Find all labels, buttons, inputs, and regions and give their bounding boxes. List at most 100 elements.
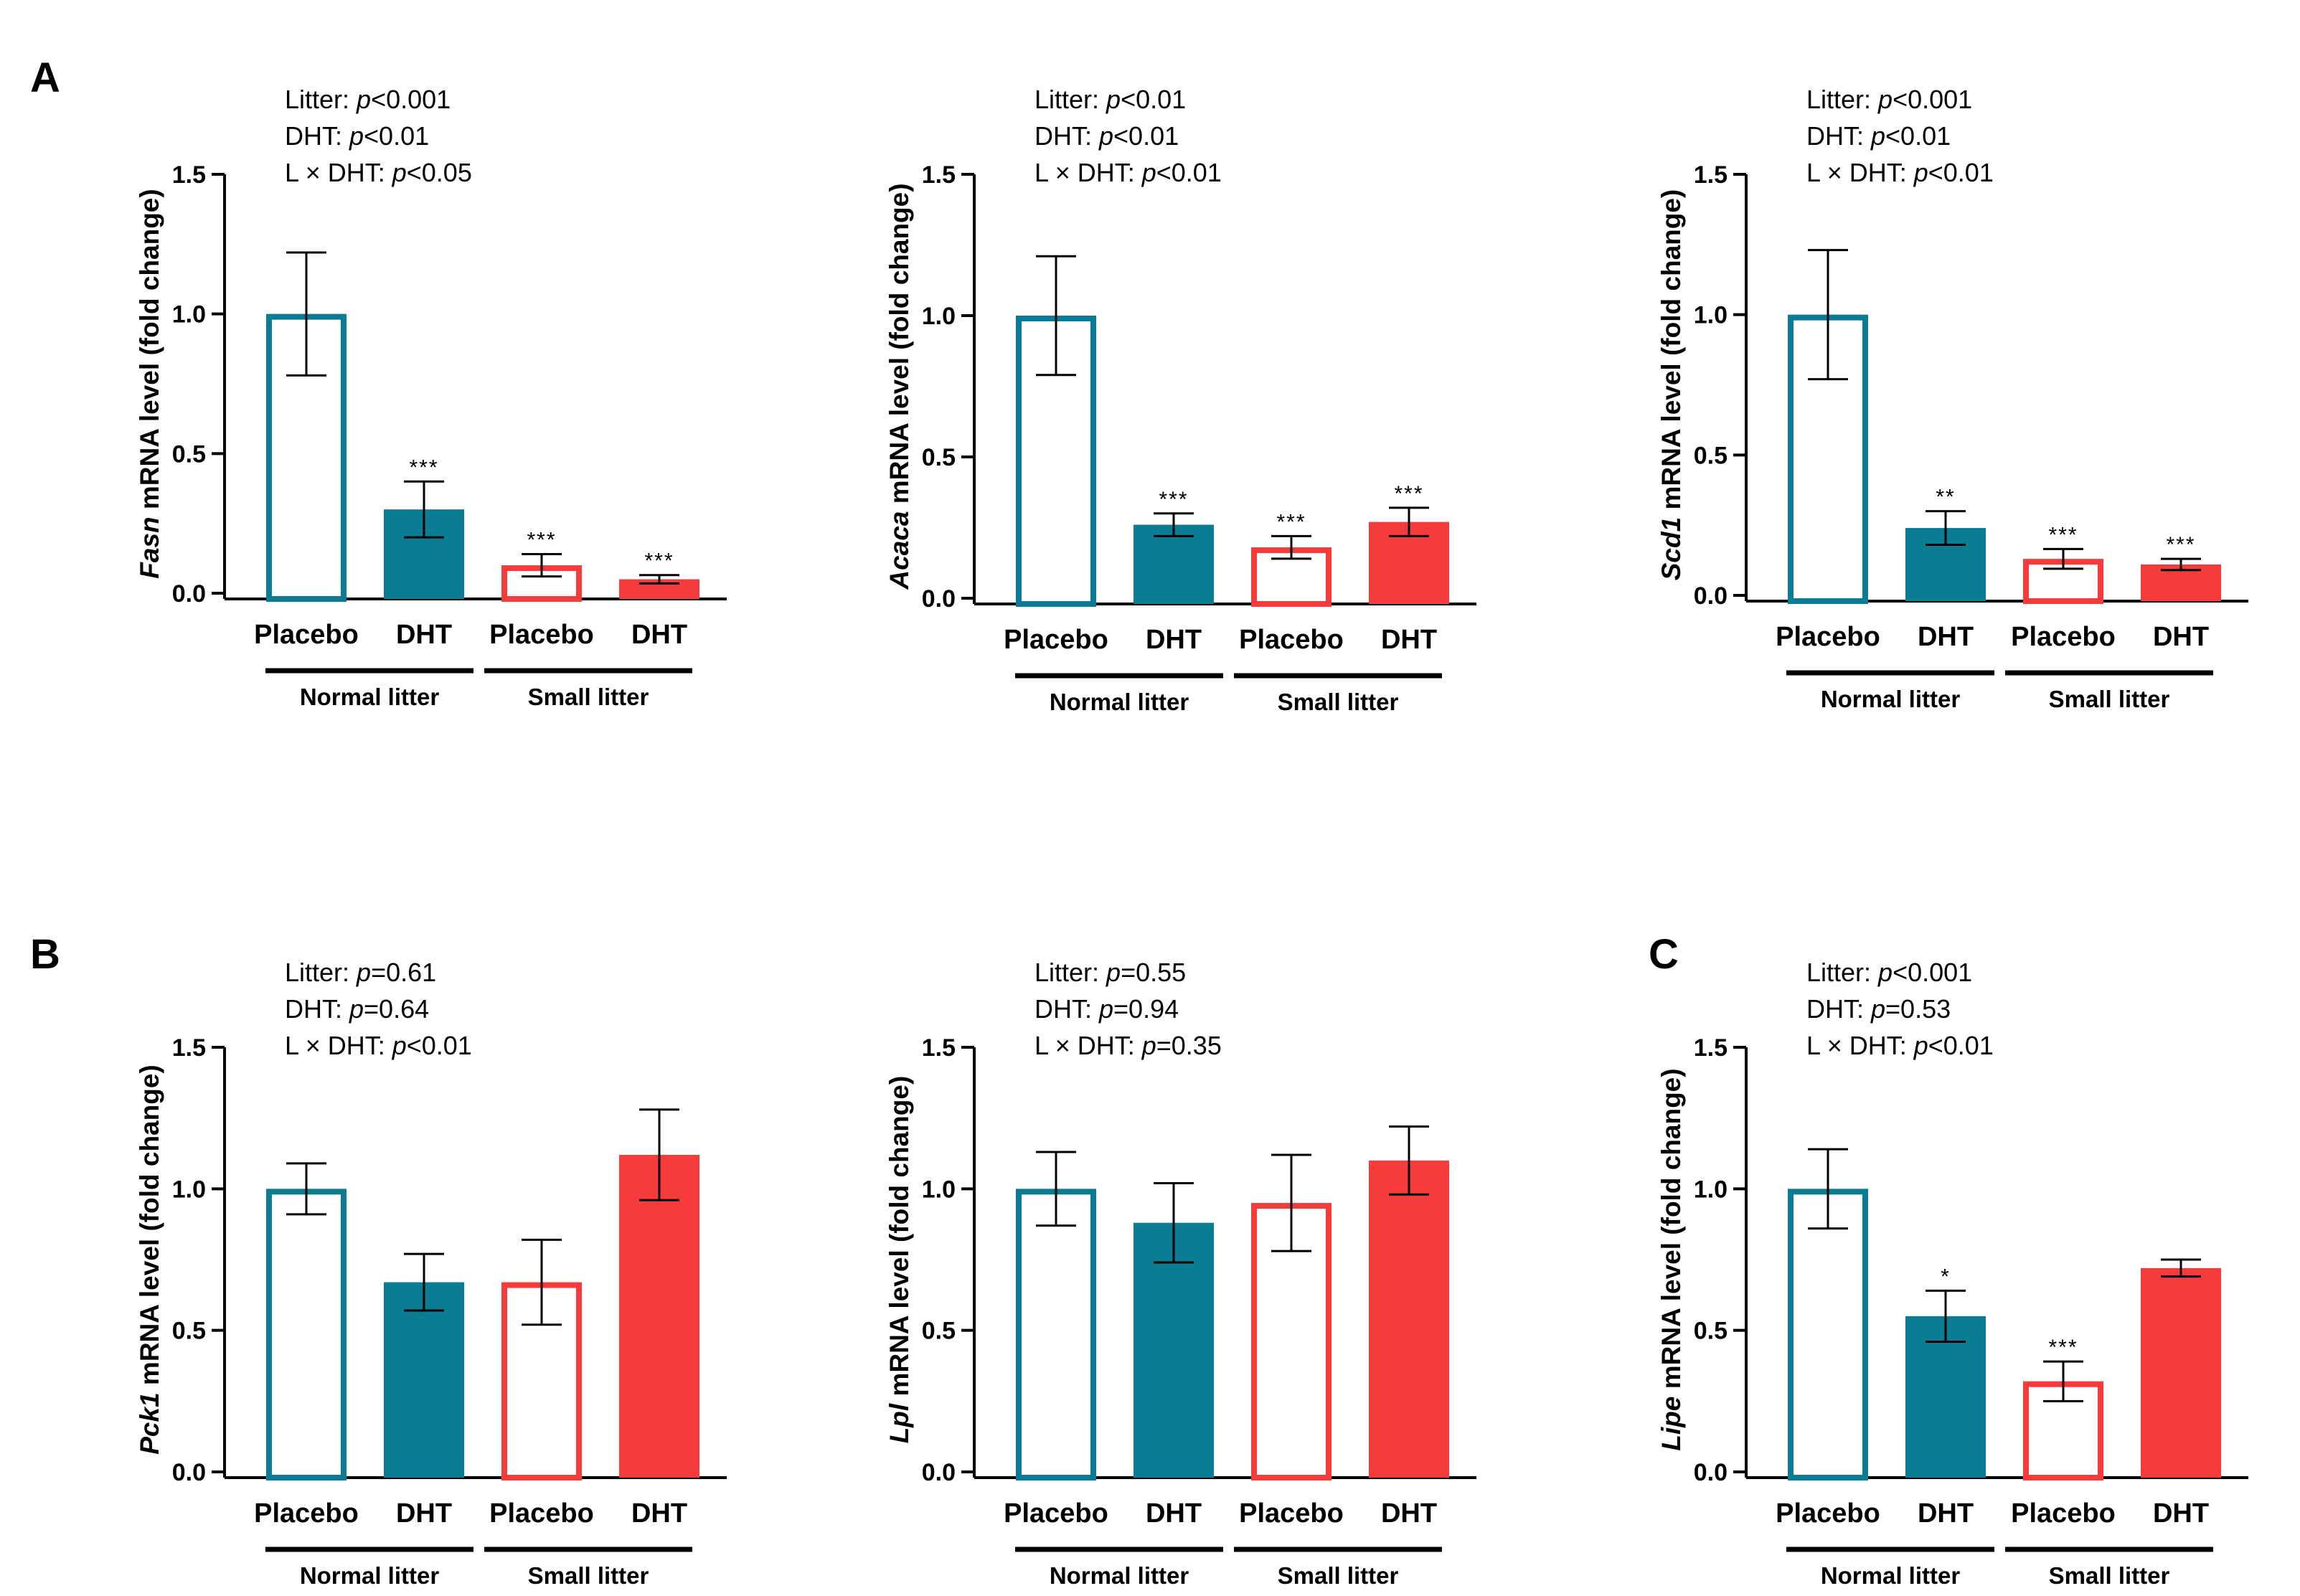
stat-line: Litter: p=0.61 (285, 958, 436, 987)
group-label: Normal litter (1050, 1562, 1189, 1589)
significance-label: * (1941, 1265, 1951, 1288)
x-tick-label: Placebo (1239, 1498, 1344, 1529)
bar (1788, 1189, 1868, 1481)
bar (1133, 1222, 1214, 1478)
y-tick-label: 0.5 (1694, 442, 1728, 469)
x-tick-label: DHT (1381, 1498, 1437, 1529)
y-tick-label: 1.5 (1694, 161, 1728, 189)
panel-letter: A (30, 55, 60, 101)
bar (1251, 1203, 1332, 1481)
group-label: Normal litter (300, 1562, 440, 1589)
stat-line: L × DHT: p<0.01 (1034, 158, 1222, 187)
group-label: Small litter (2049, 686, 2170, 712)
x-tick-label: DHT (2153, 1498, 2209, 1529)
group-label: Small litter (528, 684, 649, 710)
bar (1905, 1316, 1986, 1478)
x-tick-label: Placebo (254, 620, 359, 650)
group-label: Small litter (1278, 1562, 1399, 1589)
stat-line: DHT: p=0.64 (285, 994, 429, 1024)
chart-panel-lpl: Litter: p=0.55 DHT: p=0.94 L × DHT: p=0.35… (885, 958, 1476, 1589)
group-label: Normal litter (300, 684, 440, 710)
y-axis-label: Fasn mRNA level (fold change) (135, 189, 164, 578)
chart-panel-scd1: Litter: p<0.001 DHT: p<0.01 L × DHT: p<0.0… (1656, 85, 2248, 712)
x-tick-label: DHT (631, 620, 687, 650)
significance-label: *** (2166, 533, 2195, 557)
chart-panel-acaca: Litter: p<0.01 DHT: p<0.01 L × DHT: p<0.01… (885, 85, 1476, 715)
x-tick-label: Placebo (1239, 625, 1344, 655)
panel-letter: B (30, 931, 60, 978)
x-tick-label: Placebo (1776, 1498, 1880, 1529)
y-tick-label: 1.0 (1694, 1176, 1728, 1203)
significance-label: *** (527, 528, 556, 552)
y-tick-label: 0.5 (172, 1318, 206, 1345)
significance-label: *** (409, 455, 438, 479)
significance-label: ** (1936, 486, 1955, 509)
x-tick-label: Placebo (2011, 622, 2116, 652)
y-tick-label: 0.5 (922, 1318, 956, 1345)
x-tick-label: DHT (396, 620, 452, 650)
bar (266, 1189, 347, 1481)
stat-line: L × DHT: p<0.01 (1806, 158, 1994, 187)
significance-label: *** (1276, 510, 1306, 534)
y-axis-label: Lpl mRNA level (fold change) (885, 1076, 914, 1444)
panel-letter: C (1649, 931, 1679, 978)
x-tick-label: Placebo (1776, 622, 1880, 652)
y-tick-label: 0.0 (172, 580, 206, 608)
significance-label: *** (2048, 1336, 2078, 1359)
y-tick-label: 1.5 (1694, 1034, 1728, 1062)
y-tick-label: 1.0 (172, 1176, 206, 1203)
y-axis-label: Acaca mRNA level (fold change) (885, 183, 914, 590)
y-tick-label: 0.0 (922, 585, 956, 613)
x-tick-label: DHT (1918, 1498, 1974, 1529)
y-tick-label: 1.5 (172, 1034, 206, 1062)
stat-line: Litter: p=0.55 (1034, 958, 1186, 987)
y-axis-label: Pck1 mRNA level (fold change) (135, 1064, 164, 1455)
y-tick-label: 1.5 (922, 1034, 956, 1062)
bar (619, 1154, 699, 1478)
bar (1369, 1160, 1449, 1478)
x-tick-label: DHT (1918, 622, 1974, 652)
x-tick-label: DHT (631, 1498, 687, 1529)
stat-line: Litter: p<0.01 (1034, 85, 1186, 114)
stat-line: Litter: p<0.001 (1806, 958, 1972, 987)
stat-line: DHT: p<0.01 (1806, 121, 1951, 151)
group-label: Normal litter (1050, 689, 1189, 715)
stat-line: DHT: p<0.01 (285, 121, 429, 151)
bar (384, 1282, 464, 1478)
bar (2141, 1267, 2221, 1478)
y-tick-label: 1.5 (172, 161, 206, 189)
stat-line: L × DHT: p<0.01 (285, 1031, 472, 1060)
x-tick-label: DHT (1146, 1498, 1202, 1529)
y-tick-label: 0.0 (1694, 582, 1728, 610)
y-tick-label: 1.0 (922, 1176, 956, 1203)
stat-line: Litter: p<0.001 (285, 85, 451, 114)
stat-line: DHT: p=0.53 (1806, 994, 1951, 1024)
y-tick-label: 0.0 (922, 1459, 956, 1486)
y-tick-label: 0.5 (1694, 1318, 1728, 1345)
stat-line: L × DHT: p<0.05 (285, 158, 472, 187)
stat-line: DHT: p<0.01 (1034, 121, 1179, 151)
stat-line: L × DHT: p<0.01 (1806, 1031, 1994, 1060)
x-tick-label: Placebo (1004, 1498, 1108, 1529)
y-tick-label: 0.0 (172, 1459, 206, 1486)
significance-label: *** (1159, 488, 1188, 511)
group-label: Small litter (1278, 689, 1399, 715)
x-tick-label: DHT (1381, 625, 1437, 655)
chart-panel-pck1: B Litter: p=0.61 DHT: p=0.64 L × DHT: p<0.0… (30, 931, 727, 1589)
x-tick-label: Placebo (1004, 625, 1108, 655)
bar (1133, 524, 1214, 604)
group-label: Normal litter (1821, 1562, 1961, 1589)
y-tick-label: 0.5 (172, 440, 206, 468)
y-tick-label: 1.0 (172, 301, 206, 329)
stat-line: L × DHT: p=0.35 (1034, 1031, 1222, 1060)
stat-line: Litter: p<0.001 (1806, 85, 1972, 114)
x-tick-label: Placebo (489, 1498, 594, 1529)
y-tick-label: 0.0 (1694, 1459, 1728, 1486)
y-axis-label: Scd1 mRNA level (fold change) (1656, 189, 1686, 581)
group-label: Small litter (2049, 1562, 2170, 1589)
x-tick-label: DHT (396, 1498, 452, 1529)
x-tick-label: Placebo (489, 620, 594, 650)
y-axis-label: Lipe mRNA level (fold change) (1656, 1068, 1686, 1450)
group-label: Normal litter (1821, 686, 1961, 712)
